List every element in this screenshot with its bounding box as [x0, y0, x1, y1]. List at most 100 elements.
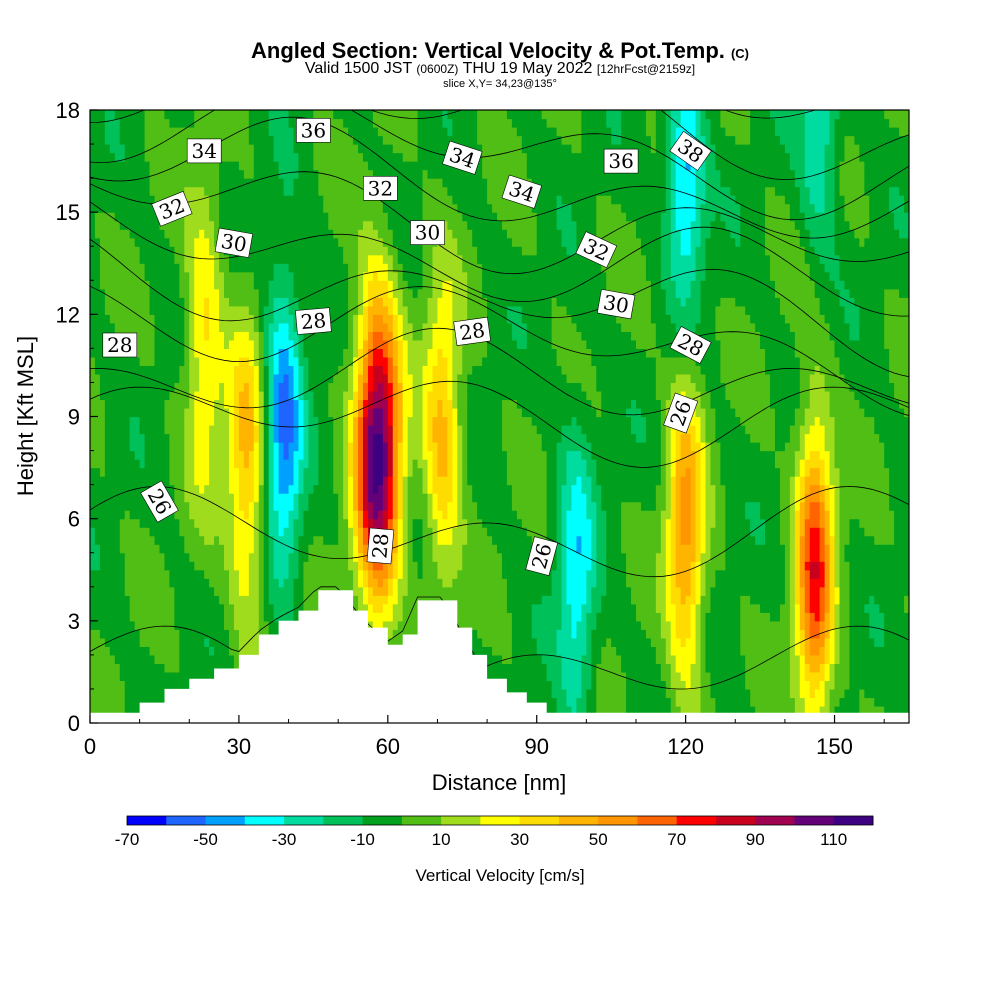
velocity-cell: [263, 390, 270, 401]
velocity-cell: [224, 518, 230, 528]
velocity-cell: [238, 305, 245, 315]
velocity-cell: [402, 433, 409, 443]
velocity-cell: [318, 161, 324, 171]
velocity-cell: [363, 144, 369, 154]
velocity-cell: [129, 365, 136, 375]
velocity-cell: [224, 620, 230, 630]
velocity-cell: [248, 127, 255, 137]
velocity-cell: [417, 314, 424, 324]
velocity-cell: [298, 178, 305, 188]
velocity-cell: [139, 407, 146, 418]
velocity-cell: [224, 390, 230, 401]
velocity-cell: [367, 620, 374, 630]
velocity-cell: [402, 305, 409, 315]
velocity-cell: [238, 373, 245, 384]
velocity-cell: [184, 654, 190, 664]
velocity-cell: [139, 152, 146, 162]
velocity-cell: [273, 152, 280, 162]
velocity-cell: [407, 501, 414, 511]
velocity-cell: [94, 237, 101, 247]
velocity-cell: [109, 510, 116, 520]
velocity-cell: [412, 476, 419, 486]
velocity-cell: [367, 373, 374, 384]
velocity-cell: [189, 663, 195, 673]
velocity-cell: [204, 425, 210, 435]
velocity-cell: [189, 254, 195, 264]
velocity-cell: [273, 297, 280, 307]
velocity-cell: [114, 501, 121, 511]
velocity-cell: [109, 518, 116, 528]
velocity-cell: [323, 161, 329, 171]
velocity-cell: [104, 390, 111, 401]
velocity-cell: [328, 118, 334, 128]
velocity-cell: [293, 390, 300, 401]
velocity-cell: [204, 297, 210, 307]
velocity-cell: [268, 629, 275, 639]
velocity-cell: [308, 203, 314, 213]
velocity-cell: [104, 544, 111, 554]
velocity-cell: [338, 212, 344, 222]
velocity-cell: [169, 544, 175, 554]
velocity-cell: [219, 127, 225, 137]
velocity-cell: [412, 254, 419, 264]
velocity-cell: [343, 382, 349, 392]
velocity-cell: [412, 314, 419, 324]
velocity-cell: [427, 493, 434, 503]
velocity-cell: [94, 476, 101, 486]
velocity-cell: [427, 518, 434, 528]
velocity-cell: [99, 169, 106, 179]
velocity-cell: [104, 135, 111, 145]
velocity-cell: [353, 484, 359, 494]
velocity-cell: [189, 450, 195, 460]
velocity-cell: [114, 578, 121, 588]
velocity-cell: [149, 288, 156, 298]
velocity-cell: [199, 612, 205, 622]
velocity-cell: [278, 518, 285, 528]
velocity-cell: [298, 229, 305, 239]
velocity-cell: [139, 637, 146, 647]
velocity-cell: [288, 280, 295, 290]
velocity-cell: [298, 544, 305, 554]
velocity-cell: [253, 229, 260, 239]
velocity-cell: [164, 518, 171, 528]
velocity-cell: [154, 433, 161, 443]
velocity-cell: [184, 382, 190, 392]
velocity-cell: [248, 339, 255, 349]
velocity-cell: [243, 110, 250, 120]
velocity-cell: [243, 459, 250, 469]
velocity-cell: [278, 425, 285, 435]
velocity-cell: [219, 595, 225, 605]
velocity-cell: [402, 348, 409, 358]
velocity-cell: [114, 552, 121, 562]
velocity-cell: [278, 331, 285, 341]
velocity-cell: [417, 152, 424, 162]
velocity-cell: [387, 399, 394, 409]
velocity-cell: [412, 433, 419, 443]
velocity-cell: [164, 680, 171, 690]
velocity-cell: [109, 620, 116, 630]
velocity-cell: [129, 442, 136, 452]
velocity-cell: [94, 305, 101, 315]
velocity-cell: [303, 331, 309, 341]
velocity-cell: [134, 288, 141, 298]
velocity-cell: [412, 263, 419, 273]
velocity-cell: [144, 331, 151, 341]
velocity-cell: [278, 280, 285, 290]
velocity-cell: [308, 501, 314, 511]
velocity-cell: [224, 314, 230, 324]
velocity-cell: [134, 510, 141, 520]
velocity-cell: [104, 161, 111, 171]
velocity-cell: [189, 169, 195, 179]
velocity-cell: [90, 195, 96, 205]
velocity-cell: [90, 305, 96, 315]
velocity-cell: [99, 697, 106, 707]
velocity-cell: [204, 544, 210, 554]
velocity-cell: [149, 280, 156, 290]
velocity-cell: [407, 203, 414, 213]
velocity-cell: [219, 144, 225, 154]
velocity-cell: [124, 280, 131, 290]
velocity-cell: [248, 305, 255, 315]
velocity-cell: [258, 603, 265, 613]
velocity-cell: [258, 620, 265, 630]
velocity-cell: [303, 603, 309, 613]
